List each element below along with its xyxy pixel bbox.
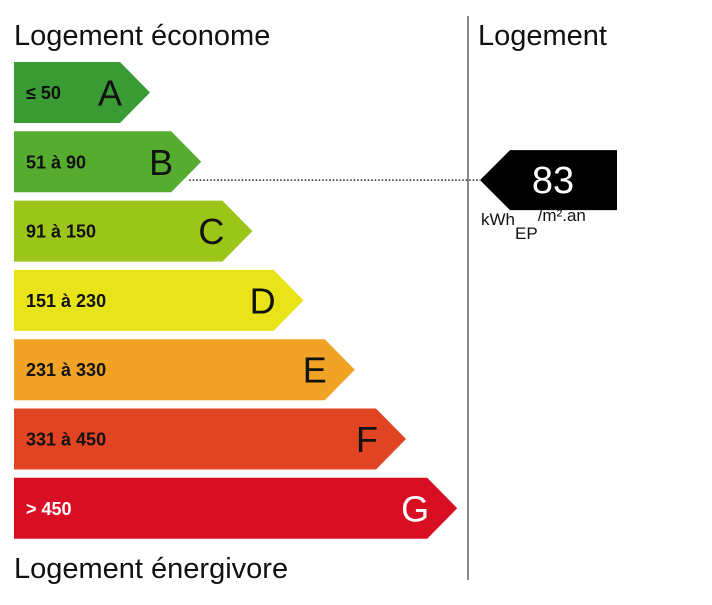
class-letter: B bbox=[149, 142, 173, 183]
range-label: 51 à 90 bbox=[26, 152, 86, 172]
current-value-marker: 83 bbox=[480, 150, 617, 211]
range-label: > 450 bbox=[26, 499, 72, 519]
bar-shape bbox=[14, 269, 304, 331]
range-label: 231 à 330 bbox=[26, 360, 106, 380]
bar-shape bbox=[14, 62, 150, 123]
range-label: ≤ 50 bbox=[26, 83, 61, 103]
energivore-label: Logement énergivore bbox=[14, 553, 289, 585]
bar-shape bbox=[14, 200, 253, 262]
rating-bar-d: 151 à 230 D bbox=[14, 269, 304, 331]
current-value: 83 bbox=[532, 160, 574, 202]
unit-prefix: kWh bbox=[481, 210, 515, 229]
marker-shape bbox=[480, 150, 617, 211]
rating-bar-b: 51 à 90 B bbox=[14, 131, 202, 193]
unit-label: kWhEP/m².an bbox=[481, 206, 586, 243]
class-letter: F bbox=[356, 419, 378, 460]
column-header: Logement bbox=[478, 20, 607, 52]
range-label: 91 à 150 bbox=[26, 222, 96, 242]
bar-shape bbox=[14, 131, 202, 193]
range-label: 151 à 230 bbox=[26, 291, 106, 311]
range-label: 331 à 450 bbox=[26, 430, 106, 450]
class-letter: A bbox=[98, 73, 122, 114]
unit-suffix: /m².an bbox=[537, 206, 586, 225]
rating-bar-g: > 450 G bbox=[14, 477, 458, 539]
rating-bar-a: ≤ 50 A bbox=[14, 62, 150, 123]
rating-bar-e: 231 à 330 E bbox=[14, 339, 355, 401]
column-divider bbox=[467, 16, 469, 580]
class-letter: E bbox=[303, 350, 327, 391]
bar-shape bbox=[14, 339, 355, 401]
class-letter: G bbox=[401, 488, 429, 529]
bar-shape bbox=[14, 408, 406, 470]
unit-subscript: EP bbox=[515, 224, 538, 243]
class-letter: D bbox=[250, 280, 276, 321]
rating-bar-c: 91 à 150 C bbox=[14, 200, 253, 262]
efficient-label: Logement économe bbox=[14, 20, 271, 52]
rating-bar-f: 331 à 450 F bbox=[14, 408, 406, 470]
bar-shape bbox=[14, 477, 458, 539]
class-letter: C bbox=[198, 211, 224, 252]
